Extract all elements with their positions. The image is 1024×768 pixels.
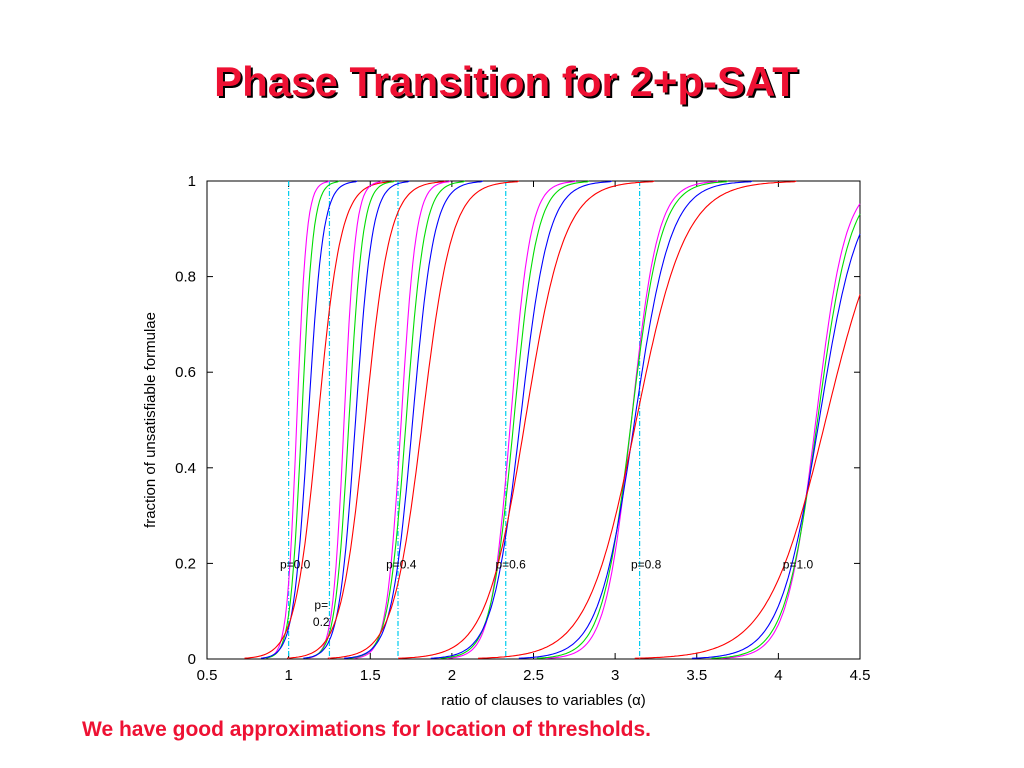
curve-line [440,180,590,659]
x-tick-label: 2 [448,667,456,684]
curve-line [721,203,861,659]
curve-line [265,180,330,659]
x-tick-label: 1.5 [360,667,381,684]
curve-line [244,180,394,659]
curve-line [353,180,451,659]
curve-line [344,180,484,659]
curve-line [308,180,382,659]
group-label-line: 0.2 [313,615,330,629]
y-tick-label: 0.6 [175,364,196,381]
curve-line [265,180,340,659]
curve-line [327,180,520,659]
group-label: p=0.6 [495,557,526,571]
y-tick-label: 1 [188,173,196,190]
curve-line [286,180,446,659]
curve-line [634,294,861,659]
group-label: p=1.0 [783,557,814,571]
x-tick-label: 3 [611,667,619,684]
y-tick-label: 0.2 [175,555,196,572]
curve-line [446,180,577,659]
x-tick-label: 3.5 [686,667,707,684]
x-tick-label: 4 [774,667,782,684]
curve-line [303,180,410,659]
group-label: p=0.4 [386,557,417,571]
y-tick-label: 0.4 [175,460,196,477]
curve-line [536,180,729,659]
group-label: p=0.0 [280,557,311,571]
x-tick-label: 1 [284,667,292,684]
y-axis-label: fraction of unsatisfiable formulae [142,312,159,528]
x-tick-label: 2.5 [523,667,544,684]
group-label: p=0.8 [631,557,662,571]
curve-line [546,180,719,659]
group-label: p= 0.2 [313,598,330,629]
curve-line [397,180,655,659]
slide-title: Phase Transition for 2+p-SAT [214,58,798,105]
curve-line [430,180,613,659]
x-tick-label: 4.5 [850,667,871,684]
curve-line [304,180,395,659]
y-tick-label: 0.8 [175,269,196,286]
x-tick-label: 0.5 [197,667,218,684]
curve-line [518,180,753,659]
curve-line [477,180,797,659]
curve-line [711,213,861,659]
y-tick-label: 0 [188,651,196,668]
curve-line [260,180,358,659]
footnote: We have good approximations for location… [82,718,651,741]
curve-line [691,233,861,659]
group-label-line: p= [314,598,328,612]
x-axis-label: ratio of clauses to variables (α) [441,692,646,709]
